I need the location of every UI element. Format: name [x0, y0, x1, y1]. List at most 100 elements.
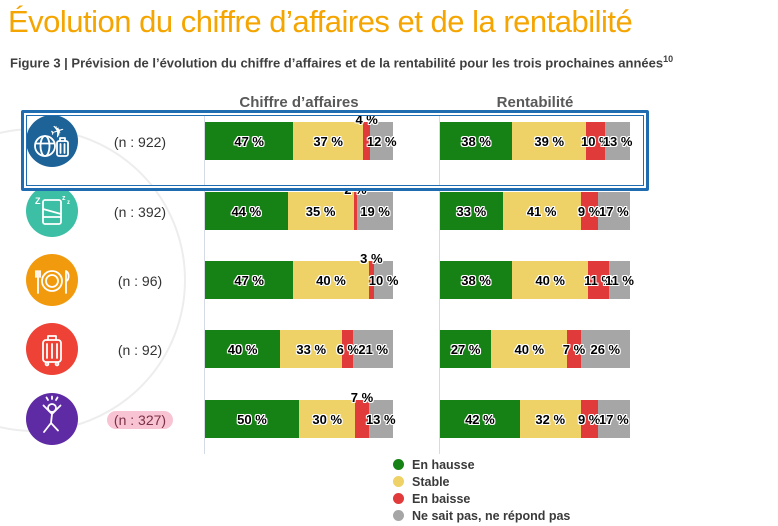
svg-text:Z: Z	[35, 196, 41, 206]
segment-label: 47 %	[234, 272, 264, 288]
segment-label: 13 %	[365, 411, 396, 427]
bar-segment-ne-sait-pas: 13 %	[365, 400, 396, 438]
legend-item: En hausse	[393, 456, 570, 473]
bar-segment-en-baisse: 9 %	[577, 192, 601, 230]
bar-rentabilite: 38 % 39 % 10 % 13 %	[440, 122, 633, 160]
segment-label: 40 %	[227, 341, 258, 357]
segment-label: 3 %	[360, 251, 383, 266]
table-row: (n : 92) 40 % 33 % 6 % 21 % 27 % 40 % 7 …	[0, 321, 778, 391]
segment-label: 33 %	[296, 341, 327, 357]
segment-label: 44 %	[231, 203, 262, 219]
bar-segment-en-baisse: 7 %	[351, 390, 373, 438]
sample-size-label: (n : 922)	[113, 134, 167, 150]
segment-label: 11 %	[584, 272, 614, 288]
table-row: ✈ (n : 922) 47 % 37 % 4 % 12 % 38 % 39 %…	[0, 112, 778, 183]
travel-icon: ✈	[26, 115, 78, 167]
axis-line-chiffre-affaires	[204, 110, 205, 454]
legend-dot-stable	[393, 476, 404, 487]
segment-label: 6 %	[336, 341, 360, 357]
bar-segment-stable: 32 %	[519, 400, 581, 438]
legend-label: Stable	[412, 474, 450, 489]
legend-item: Ne sait pas, ne répond pas	[393, 507, 570, 524]
bar-segment-stable: 37 %	[293, 122, 363, 160]
table-row: (n : 327) 50 % 30 % 7 % 13 % 42 % 32 % 9…	[0, 390, 778, 461]
segment-label: 37 %	[313, 133, 343, 149]
bar-segment-en-baisse: 3 %	[360, 251, 383, 299]
table-row: Z z z (n : 392) 44 % 35 % 2 % 19 % 33 % …	[0, 182, 778, 253]
segment-label: 35 %	[305, 203, 336, 219]
bar-segment-stable: 41 %	[502, 192, 581, 230]
legend-item: Stable	[393, 473, 570, 490]
bar-segment-en-hausse: 38 %	[440, 261, 513, 299]
bar-chiffre-affaires: 47 % 37 % 4 % 12 %	[205, 112, 397, 160]
figure-caption-text: Figure 3 | Prévision de l’évolution du c…	[10, 55, 664, 71]
bar-segment-en-hausse: 27 %	[440, 330, 492, 368]
bar-segment-en-hausse: 38 %	[440, 122, 513, 160]
legend-dot-en-hausse	[393, 459, 404, 470]
segment-label: 2 %	[344, 182, 367, 197]
bar-segment-en-hausse: 47 %	[205, 261, 294, 299]
legend-label: Ne sait pas, ne répond pas	[412, 508, 571, 523]
segment-label: 12 %	[366, 133, 397, 149]
figure-caption: Figure 3 | Prévision de l’évolution du c…	[10, 54, 770, 70]
bar-chiffre-affaires: 47 % 40 % 3 % 10 %	[205, 251, 398, 299]
bar-segment-ne-sait-pas: 21 %	[353, 330, 393, 368]
bar-segment-en-baisse: 7 %	[563, 330, 585, 368]
legend-label: En baisse	[412, 491, 471, 506]
segment-label: 33 %	[456, 203, 487, 219]
segment-label: 42 %	[465, 411, 495, 427]
bar-segment-en-baisse: 10 %	[581, 122, 611, 160]
bar-chiffre-affaires: 50 % 30 % 7 % 13 %	[205, 390, 396, 438]
segment-label: 10 %	[580, 133, 611, 149]
segment-label: 47 %	[234, 133, 264, 149]
segment-label: 17 %	[599, 411, 629, 427]
segment-label: 38 %	[461, 272, 491, 288]
segment-label: 19 %	[360, 203, 390, 219]
svg-text:z: z	[67, 200, 70, 206]
bar-segment-ne-sait-pas: 19 %	[357, 192, 393, 230]
segment-label: 27 %	[450, 341, 481, 357]
footnote-marker: 10	[663, 54, 674, 64]
svg-text:z: z	[62, 195, 66, 202]
bar-segment-en-hausse: 50 %	[205, 400, 299, 438]
segment-label: 21 %	[358, 341, 389, 357]
bar-segment-en-baisse: 4 %	[355, 112, 378, 160]
segment-label: 39 %	[534, 133, 565, 149]
bar-rentabilite: 38 % 40 % 11 % 11 %	[440, 261, 634, 299]
segment-label: 11 %	[605, 272, 634, 288]
bar-rentabilite: 42 % 32 % 9 % 17 %	[440, 400, 630, 438]
segment-label: 10 %	[368, 272, 399, 288]
sample-size-label: (n : 96)	[117, 273, 163, 289]
segment-label: 40 %	[514, 341, 545, 357]
axis-line-rentabilite	[439, 110, 440, 454]
segment-label: 9 %	[577, 203, 601, 219]
sample-size-label: (n : 327)	[106, 411, 174, 429]
bar-segment-ne-sait-pas: 17 %	[597, 400, 630, 438]
segment-label: 13 %	[602, 133, 633, 149]
segment-label: 40 %	[316, 272, 346, 288]
bar-segment-ne-sait-pas: 17 %	[597, 192, 630, 230]
segment-label: 7 %	[562, 341, 586, 357]
column-header-rentabilite: Rentabilité	[496, 94, 574, 111]
bar-segment-stable: 30 %	[299, 400, 356, 438]
segment-label: 41 %	[526, 203, 557, 219]
legend-label: En hausse	[412, 457, 475, 472]
bar-segment-stable: 40 %	[293, 261, 369, 299]
table-row: (n : 96) 47 % 40 % 3 % 10 % 38 % 40 % 11…	[0, 251, 778, 322]
bar-segment-en-baisse: 6 %	[337, 330, 359, 368]
bar-segment-ne-sait-pas: 13 %	[602, 122, 633, 160]
column-header-chiffre-affaires: Chiffre d’affaires	[239, 94, 359, 111]
sample-size-label: (n : 92)	[117, 342, 163, 358]
bar-segment-en-hausse: 42 %	[440, 400, 520, 438]
bar-segment-en-hausse: 44 %	[205, 192, 288, 230]
bar-segment-en-hausse: 33 %	[440, 192, 503, 230]
segment-label: 50 %	[237, 411, 267, 427]
bar-segment-en-baisse: 9 %	[578, 400, 600, 438]
bar-segment-ne-sait-pas: 10 %	[369, 261, 398, 299]
legend-dot-en-baisse	[393, 493, 404, 504]
segment-label: 4 %	[355, 112, 378, 127]
bar-segment-stable: 40 %	[512, 261, 589, 299]
bar-segment-ne-sait-pas: 12 %	[367, 122, 397, 160]
bar-segment-en-hausse: 40 %	[205, 330, 281, 368]
bar-segment-ne-sait-pas: 11 %	[605, 261, 634, 299]
